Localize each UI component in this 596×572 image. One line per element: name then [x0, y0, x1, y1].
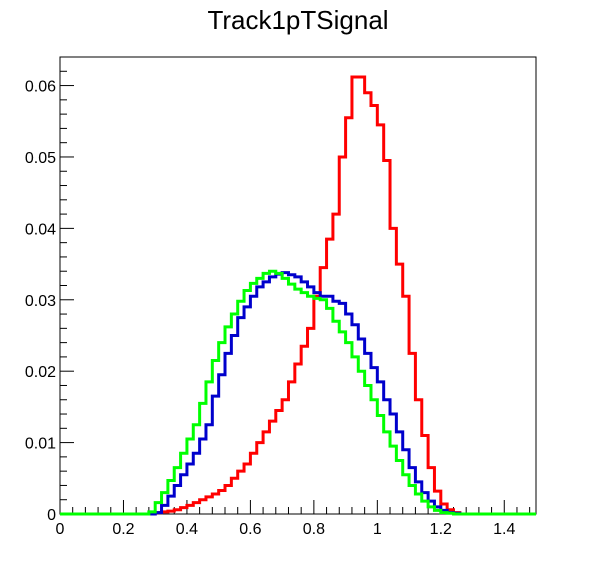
y-tick-label: 0.01: [25, 436, 56, 453]
y-tick-label: 0: [47, 507, 56, 524]
y-tick-label: 0.05: [25, 150, 56, 167]
y-tick-label: 0.02: [25, 364, 56, 381]
y-tick-label: 0.06: [25, 79, 56, 96]
x-tick-label: 0.4: [176, 521, 198, 538]
x-tick-label: 1.4: [493, 521, 515, 538]
x-tick-label: 0.6: [239, 521, 261, 538]
x-tick-label: 1.2: [430, 521, 452, 538]
y-tick-label: 0.04: [25, 221, 56, 238]
x-tick-label: 1: [373, 521, 382, 538]
plot-frame: [60, 57, 536, 514]
series-line-2: [60, 273, 536, 514]
y-tick-label: 0.03: [25, 293, 56, 310]
axis-tick-labels: 0 0.2 0.4 0.6 0.8 1 1.2 1.4 0 0.01 0.02 0.03 0.04 0.0…: [25, 79, 516, 538]
x-tick-label: 0.2: [112, 521, 134, 538]
x-tick-label: 0: [56, 521, 65, 538]
series-group: [60, 77, 536, 514]
chart-title: Track1pTSignal: [207, 5, 388, 35]
series-line-1: [60, 77, 536, 514]
x-tick-label: 0.8: [303, 521, 325, 538]
series-line-3: [60, 271, 536, 514]
